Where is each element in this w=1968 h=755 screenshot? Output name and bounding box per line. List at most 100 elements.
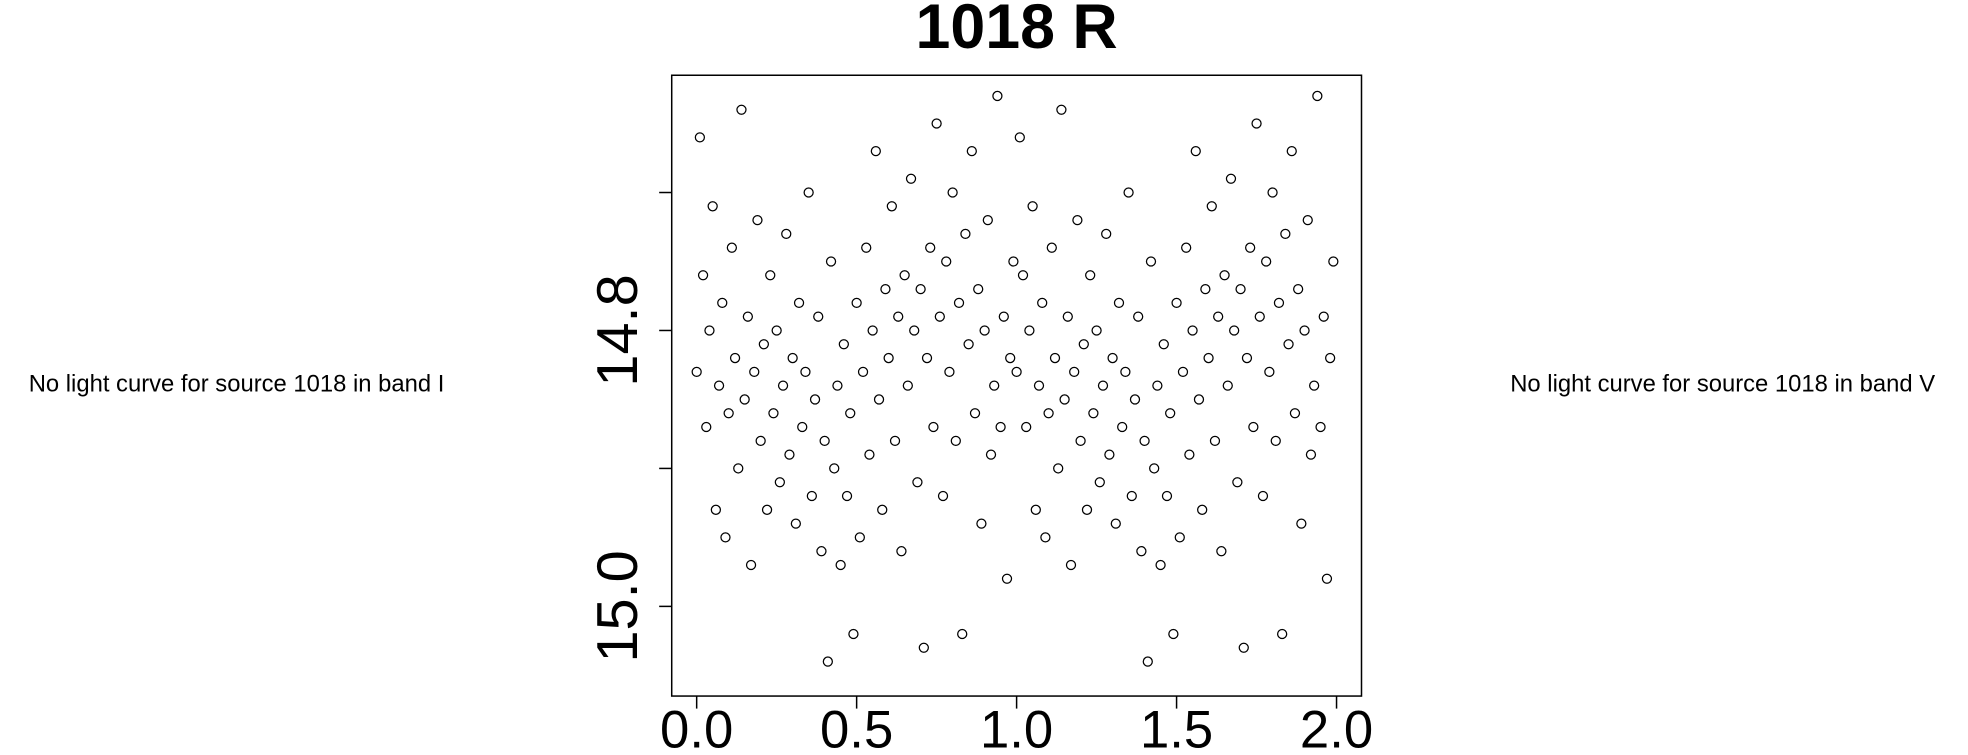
- chart-title: 1018 R: [916, 0, 1118, 62]
- point: [793, 297, 805, 309]
- point: [1139, 435, 1150, 446]
- point: [947, 187, 958, 198]
- point: [1238, 642, 1249, 653]
- point: [1251, 118, 1262, 129]
- x-tick-label: 1.0: [980, 701, 1053, 755]
- point: [809, 394, 821, 405]
- point: [1005, 352, 1016, 364]
- point: [915, 283, 926, 295]
- point: [1283, 339, 1294, 350]
- point: [1305, 449, 1317, 460]
- point: [813, 311, 824, 322]
- point: [777, 380, 789, 391]
- point: [1088, 408, 1099, 419]
- point: [992, 90, 1003, 102]
- point: [989, 380, 1000, 391]
- point: [921, 352, 933, 364]
- point: [1133, 311, 1144, 322]
- point: [883, 352, 894, 364]
- point: [752, 214, 763, 226]
- point: [1321, 573, 1333, 584]
- point: [803, 187, 814, 198]
- point: [745, 559, 757, 571]
- point: [832, 380, 843, 391]
- point: [1299, 325, 1310, 336]
- point: [825, 256, 837, 267]
- point: [1126, 490, 1137, 502]
- point: [1302, 214, 1313, 226]
- point: [957, 628, 968, 640]
- point: [784, 449, 795, 460]
- point: [1059, 394, 1070, 405]
- point: [1190, 145, 1201, 157]
- point: [1069, 366, 1080, 377]
- point: [1104, 449, 1115, 460]
- point: [931, 118, 942, 129]
- point: [1203, 352, 1214, 364]
- point: [713, 380, 725, 391]
- point: [723, 408, 734, 419]
- point: [969, 408, 981, 419]
- point: [1200, 283, 1211, 295]
- point: [1261, 256, 1272, 267]
- point: [797, 421, 808, 433]
- point: [816, 546, 827, 557]
- point: [1117, 421, 1128, 433]
- point: [944, 366, 955, 377]
- point: [1280, 228, 1291, 240]
- point: [781, 228, 792, 240]
- point: [1011, 366, 1022, 377]
- point: [1209, 435, 1221, 446]
- point: [1136, 546, 1147, 557]
- point: [1065, 559, 1077, 571]
- point: [1245, 242, 1256, 253]
- point: [934, 311, 945, 322]
- point: [768, 408, 779, 419]
- point: [707, 201, 718, 212]
- point: [899, 270, 910, 281]
- point: [1328, 256, 1339, 267]
- point: [1078, 339, 1089, 350]
- point: [880, 283, 891, 295]
- point: [1014, 132, 1025, 143]
- point: [1225, 173, 1237, 184]
- point: [960, 228, 971, 240]
- point: [854, 532, 865, 543]
- point: [1091, 325, 1102, 336]
- point: [941, 256, 952, 267]
- point: [1075, 435, 1086, 446]
- plot-frame: [670, 74, 1363, 697]
- point: [1017, 270, 1029, 281]
- point: [848, 628, 859, 640]
- x-tick-label: 0.5: [820, 701, 893, 755]
- point: [822, 656, 833, 667]
- point: [774, 477, 785, 488]
- point: [1024, 325, 1035, 336]
- point: [867, 325, 878, 336]
- point: [998, 311, 1009, 322]
- point: [963, 339, 974, 350]
- point: [1312, 90, 1323, 102]
- point: [1229, 325, 1240, 336]
- point: [1241, 352, 1253, 364]
- point: [1315, 421, 1326, 433]
- point: [1277, 628, 1288, 640]
- point: [1113, 297, 1125, 309]
- point: [1222, 380, 1233, 391]
- point: [953, 297, 965, 309]
- x-tick-label: 2.0: [1300, 701, 1373, 755]
- point: [1181, 242, 1192, 253]
- point: [1094, 477, 1105, 488]
- point: [835, 559, 846, 571]
- right-note: No light curve for source 1018 in band V: [1510, 370, 1935, 397]
- point: [1296, 518, 1307, 529]
- point: [902, 380, 913, 391]
- point: [918, 642, 929, 653]
- y-tick-label: 15.0: [586, 550, 650, 662]
- point: [1171, 297, 1182, 309]
- point: [691, 366, 702, 377]
- point: [1216, 546, 1227, 557]
- point: [912, 477, 923, 488]
- point: [1254, 311, 1265, 322]
